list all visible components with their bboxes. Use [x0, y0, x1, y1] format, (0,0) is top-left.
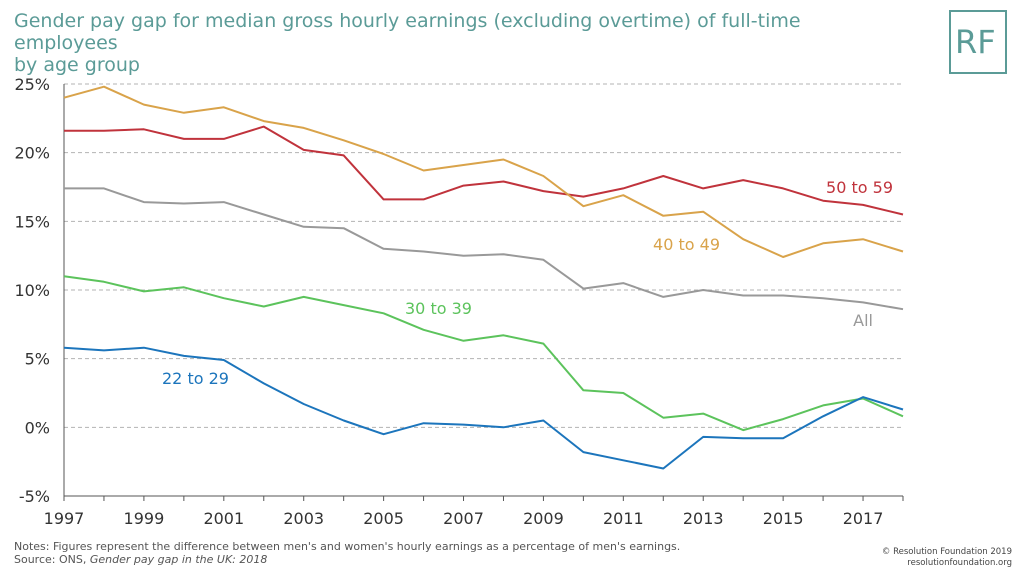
chart-title-line2: by age group — [14, 54, 140, 76]
series-line-all — [64, 187, 904, 311]
series-line-30-to-39 — [63, 275, 904, 432]
y-tick-label: -5% — [19, 487, 50, 506]
x-tick-label: 2005 — [363, 509, 404, 528]
y-tick-label: 20% — [14, 144, 50, 163]
y-tick-label: 0% — [25, 418, 50, 437]
series-label-22-to-29: 22 to 29 — [162, 369, 229, 388]
rf-logo-text: RF — [955, 23, 996, 61]
x-tick-label: 2015 — [763, 509, 804, 528]
copyright-line1: © Resolution Foundation 2019 — [881, 547, 1012, 557]
notes-text: Notes: Figures represent the difference … — [14, 540, 681, 553]
y-tick-label: 5% — [25, 350, 50, 369]
series-line-40-to-49 — [63, 85, 904, 258]
series-line-50-to-59 — [64, 125, 904, 216]
x-tick-label: 2017 — [843, 509, 884, 528]
series-label-50-to-59: 50 to 59 — [826, 178, 893, 197]
source-text: Source: ONS, Gender pay gap in the UK: 2… — [14, 553, 680, 566]
x-tick-label: 2007 — [443, 509, 484, 528]
copyright: © Resolution Foundation 2019 resolutionf… — [882, 547, 1012, 569]
x-tick-label: 2013 — [683, 509, 724, 528]
x-tick-label: 2009 — [523, 509, 564, 528]
series-label-all: All — [853, 311, 873, 330]
chart-notes: Notes: Figures represent the difference … — [14, 540, 680, 566]
x-tick-label: 2003 — [283, 509, 324, 528]
x-tick-label: 1997 — [44, 509, 85, 528]
y-tick-label: 10% — [14, 281, 50, 300]
y-tick-label: 25% — [14, 75, 50, 94]
copyright-line2: resolutionfoundation.org — [907, 558, 1012, 568]
x-tick-label: 1999 — [124, 509, 165, 528]
y-tick-label: 15% — [14, 212, 50, 231]
series-label-40-to-49: 40 to 49 — [653, 235, 720, 254]
series-line-22-to-29 — [63, 346, 904, 470]
source-title: Gender pay gap in the UK: 2018 — [89, 553, 268, 566]
source-prefix: Source: ONS, — [14, 553, 90, 566]
rf-logo: RF — [949, 10, 1007, 74]
series-label-30-to-39: 30 to 39 — [405, 299, 472, 318]
x-tick-label: 2001 — [203, 509, 244, 528]
chart-title: Gender pay gap for median gross hourly e… — [14, 10, 894, 76]
x-tick-label: 2011 — [603, 509, 644, 528]
chart-title-line1: Gender pay gap for median gross hourly e… — [14, 10, 801, 54]
